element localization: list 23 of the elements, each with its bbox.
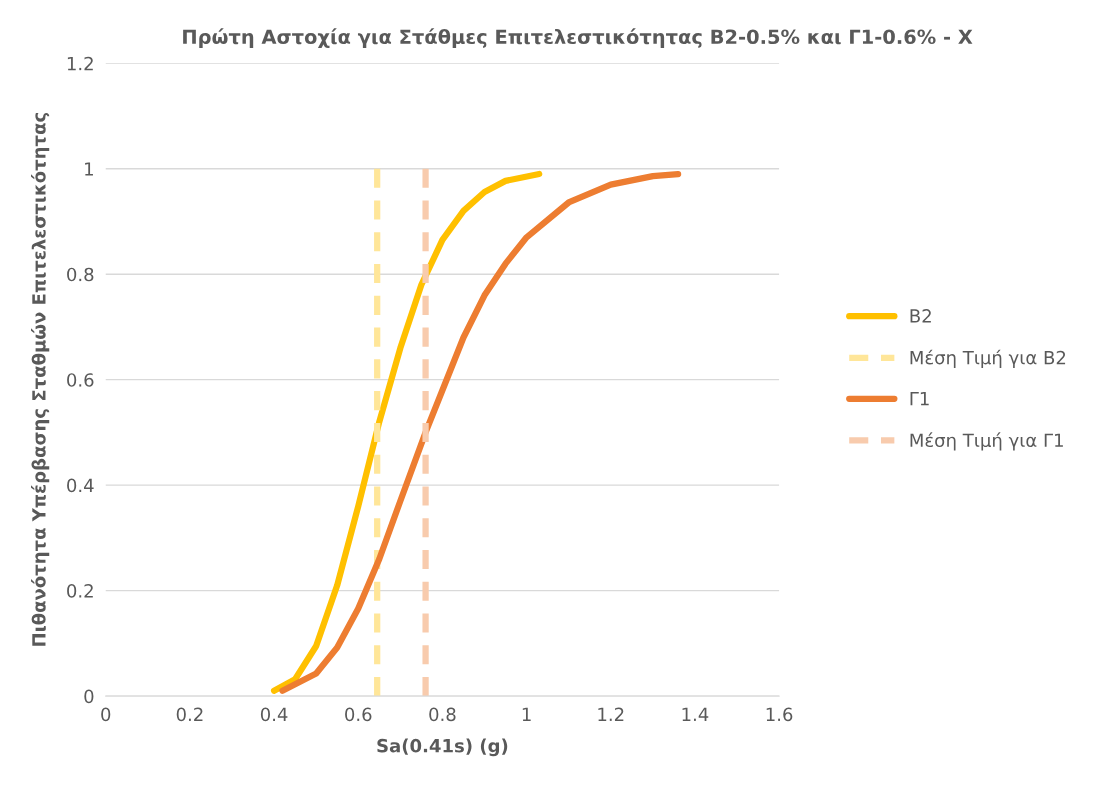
y-tick-label: 0.2 [67,584,93,598]
y-tick-label: 1.2 [67,56,93,71]
y-tick-label: 0 [84,689,94,704]
y-tick-label: 0.8 [67,267,94,282]
x-tick-label: 1.2 [598,707,624,721]
x-tick-label: 1 [522,707,531,721]
legend-label: Μέση Τιμή για Β2 [910,349,1066,368]
x-tick-label: 0.6 [345,707,372,722]
x-tick-label: 1.6 [766,707,793,722]
chart-title: Πρώτη Αστοχία για Στάθμες Επιτελεστικότητας Β2-0.5% και Γ1-0.6% - X [183,28,973,48]
y-tick-label: 0.6 [67,373,94,387]
x-tick-label: 1.4 [682,707,709,721]
legend-label: Μέση Τιμή για Γ1 [910,432,1063,451]
x-tick-label: 0.2 [176,707,203,722]
legend-label: Β2 [910,309,931,323]
x-tick-label: 0.8 [429,707,456,722]
x-axis-title: Sa(0.41s) (g) [377,738,508,757]
y-axis-title: Πιθανότητα Υπέρβασης Σταθμών Επιτελεστικότητας [31,113,50,646]
x-tick-label: 0.4 [260,707,288,722]
legend-label: Γ1 [910,391,929,406]
y-tick-label: 1 [85,162,93,176]
x-tick-label: 0 [101,707,111,722]
y-tick-label: 0.4 [67,478,94,493]
